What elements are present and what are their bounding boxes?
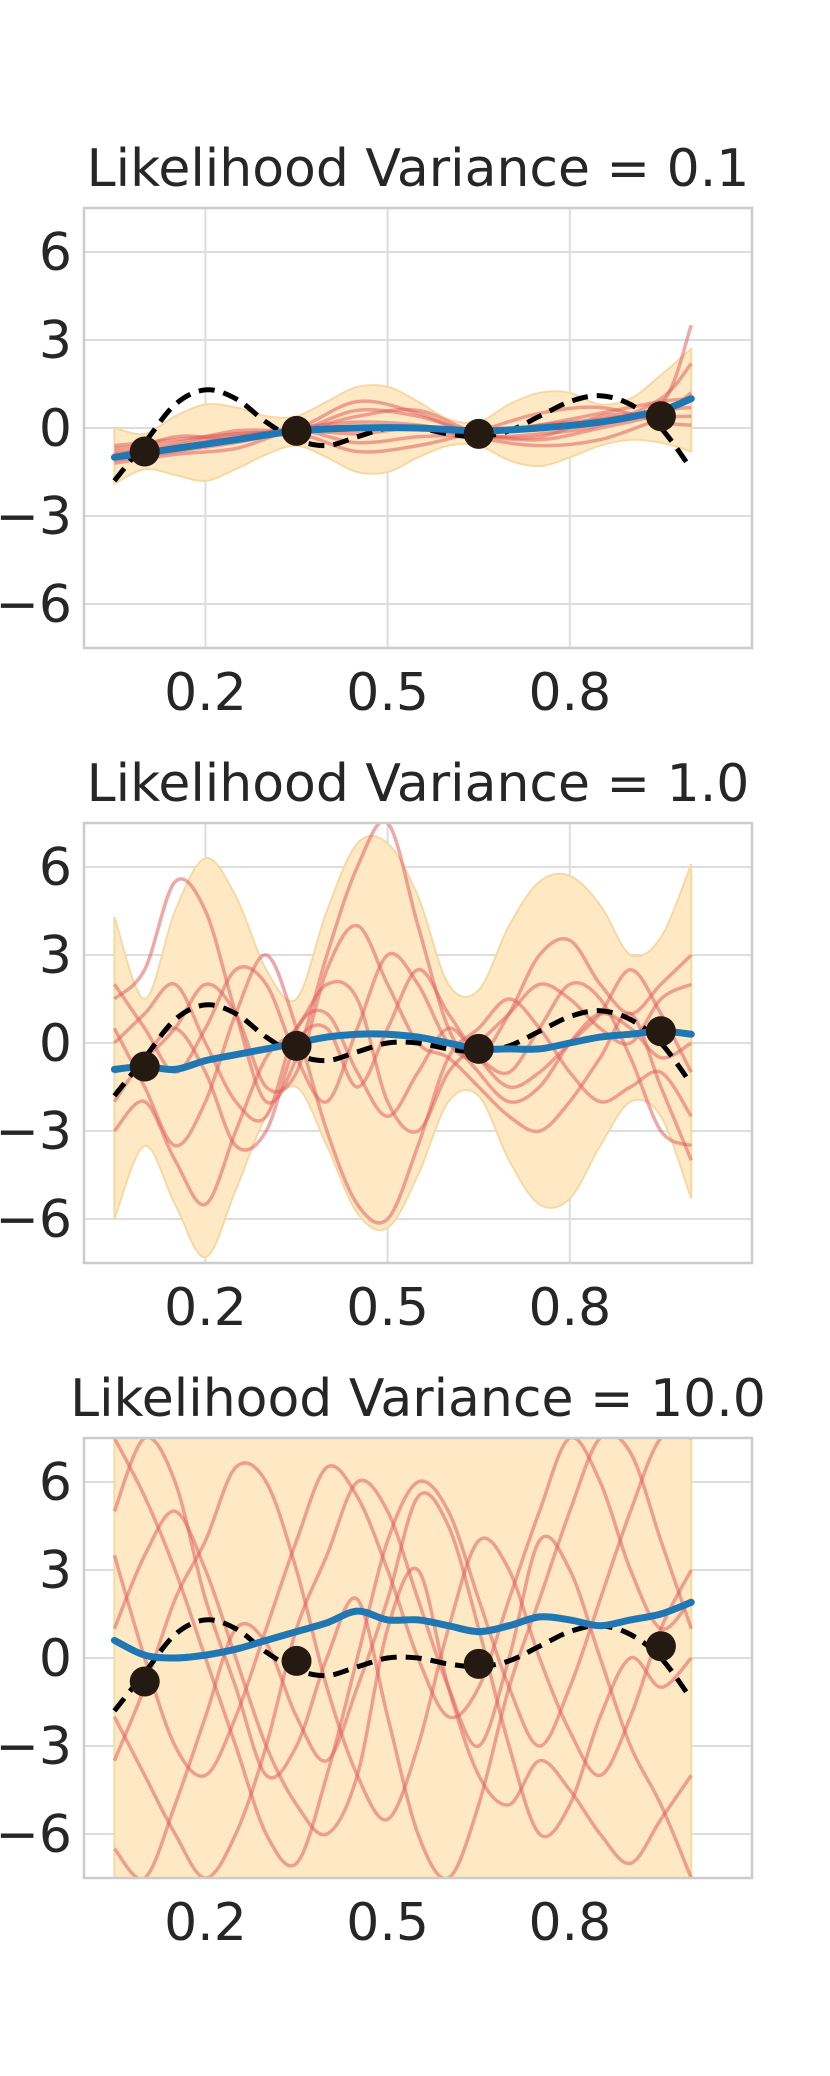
axes-frame	[82, 206, 754, 650]
chart-panel-1: Likelihood Variance = 0.1 0.2 0.5 0.8 6 3 0 −3 −…	[0, 139, 754, 723]
y-tick-label: −6	[0, 1190, 72, 1250]
x-tick-label: 0.2	[164, 1893, 247, 1953]
posterior-sample-line	[113, 405, 692, 459]
y-tick-label: 0	[39, 1014, 72, 1074]
axes-frame	[82, 821, 754, 1265]
confidence-band	[113, 346, 693, 486]
posterior-sample-line	[112, 1509, 693, 1866]
posterior-sample-line	[112, 1461, 693, 1822]
observation-point	[281, 1645, 312, 1676]
y-tick-label: 6	[39, 1453, 72, 1513]
observation-point	[463, 418, 494, 449]
y-tick-label: −3	[0, 1102, 72, 1162]
observation-point	[281, 415, 312, 446]
plot-area	[110, 1438, 695, 1878]
x-tick-label: 0.5	[346, 663, 429, 723]
x-tick-label: 0.5	[346, 1278, 429, 1338]
x-tick-label: 0.5	[346, 1893, 429, 1953]
chart-panel-2: Likelihood Variance = 1.0 0.2 0.5 0.8 6 3 0 −3 −…	[0, 754, 754, 1338]
observation-point	[129, 1051, 160, 1082]
x-tick-label: 0.2	[164, 663, 247, 723]
observation-point	[463, 1033, 494, 1064]
predictive-mean-line	[110, 1598, 695, 1662]
posterior-sample-line	[112, 967, 693, 1152]
observation-point	[463, 1648, 494, 1679]
y-tick-label: 6	[39, 838, 72, 898]
y-tick-label: −3	[0, 1717, 72, 1777]
confidence-band	[113, 835, 693, 1259]
y-tick-label: 3	[39, 1541, 72, 1601]
x-tick-label: 0.8	[528, 1278, 611, 1338]
true-function-line	[112, 1002, 694, 1098]
true-function-line	[112, 387, 694, 483]
posterior-sample-line	[112, 937, 693, 1104]
posterior-sample-line	[112, 1438, 693, 1778]
x-tick-label: 0.8	[528, 663, 611, 723]
y-tick-label: −6	[0, 575, 72, 635]
plot-area	[110, 324, 695, 486]
chart-title: Likelihood Variance = 1.0	[87, 754, 750, 814]
y-tick-label: 3	[39, 926, 72, 986]
plot-area	[110, 823, 695, 1259]
posterior-sample-line	[112, 953, 693, 1225]
y-tick-label: 0	[39, 1629, 72, 1689]
y-tick-label: −6	[0, 1805, 72, 1865]
chart-panel-3: Likelihood Variance = 10.0 0.2 0.5 0.8 6 3 0 −3…	[0, 1369, 766, 1953]
predictive-mean-line	[110, 395, 695, 461]
y-tick-label: 3	[39, 311, 72, 371]
posterior-sample-line	[113, 981, 693, 1148]
posterior-sample-line	[113, 1491, 693, 1878]
posterior-sample-line	[112, 1478, 693, 1878]
predictive-mean-line	[110, 1027, 695, 1074]
observation-point	[129, 436, 160, 467]
posterior-sample-line	[113, 923, 693, 1161]
observation-point	[645, 1016, 676, 1047]
x-tick-label: 0.8	[528, 1893, 611, 1953]
observation-point	[645, 1631, 676, 1662]
observation-point	[645, 401, 676, 432]
chart-title: Likelihood Variance = 0.1	[87, 139, 750, 199]
y-tick-label: −3	[0, 487, 72, 547]
y-tick-label: 6	[39, 223, 72, 283]
posterior-sample-line	[112, 1438, 693, 1878]
x-tick-label: 0.2	[164, 1278, 247, 1338]
observation-point	[281, 1030, 312, 1061]
observation-point	[129, 1666, 160, 1697]
y-tick-label: 0	[39, 399, 72, 459]
axes-frame	[82, 1436, 754, 1880]
posterior-sample-line	[114, 399, 692, 451]
chart-title: Likelihood Variance = 10.0	[70, 1369, 766, 1429]
